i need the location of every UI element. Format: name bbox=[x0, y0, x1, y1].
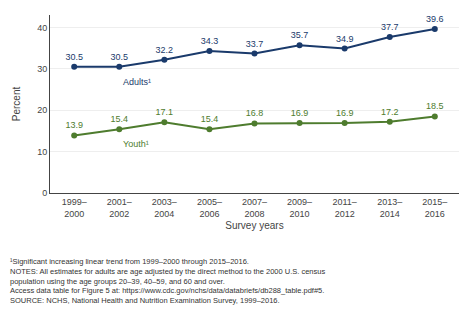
svg-text:Adults¹: Adults¹ bbox=[123, 77, 151, 87]
svg-text:40: 40 bbox=[37, 23, 47, 33]
svg-text:16.8: 16.8 bbox=[246, 108, 264, 118]
svg-text:16.9: 16.9 bbox=[336, 108, 354, 118]
svg-text:30.5: 30.5 bbox=[111, 52, 129, 62]
svg-text:20: 20 bbox=[37, 105, 47, 115]
svg-text:18.5: 18.5 bbox=[426, 101, 444, 111]
svg-text:Percent: Percent bbox=[11, 87, 22, 122]
svg-text:10: 10 bbox=[37, 147, 47, 157]
svg-text:Survey years: Survey years bbox=[225, 220, 283, 231]
svg-text:35.7: 35.7 bbox=[291, 30, 309, 40]
svg-text:32.2: 32.2 bbox=[156, 45, 174, 55]
svg-text:39.6: 39.6 bbox=[426, 14, 444, 24]
svg-text:1999–2000: 1999–2000 bbox=[62, 197, 87, 219]
svg-text:2003–2004: 2003–2004 bbox=[152, 197, 177, 219]
svg-text:30.5: 30.5 bbox=[65, 52, 83, 62]
svg-text:2015–2016: 2015–2016 bbox=[422, 197, 447, 219]
svg-text:13.9: 13.9 bbox=[65, 120, 83, 130]
svg-text:2011–2012: 2011–2012 bbox=[332, 197, 356, 219]
svg-text:2013–2014: 2013–2014 bbox=[377, 197, 402, 219]
svg-text:17.1: 17.1 bbox=[156, 107, 174, 117]
svg-text:34.3: 34.3 bbox=[201, 36, 219, 46]
svg-text:Youth¹: Youth¹ bbox=[123, 139, 149, 149]
svg-text:37.7: 37.7 bbox=[381, 22, 399, 32]
svg-text:2005–2006: 2005–2006 bbox=[197, 197, 222, 219]
svg-text:2007–2008: 2007–2008 bbox=[242, 197, 267, 219]
svg-text:34.9: 34.9 bbox=[336, 34, 354, 44]
svg-text:¹Significant increasing linear: ¹Significant increasing linear trend fro… bbox=[10, 257, 325, 305]
svg-text:30: 30 bbox=[37, 64, 47, 74]
svg-text:2009–2010: 2009–2010 bbox=[287, 197, 312, 219]
svg-text:16.9: 16.9 bbox=[291, 108, 309, 118]
svg-text:0: 0 bbox=[42, 188, 47, 198]
svg-text:2001–2002: 2001–2002 bbox=[107, 197, 132, 219]
svg-text:33.7: 33.7 bbox=[246, 39, 264, 49]
svg-text:15.4: 15.4 bbox=[201, 114, 219, 124]
svg-text:15.4: 15.4 bbox=[111, 114, 129, 124]
svg-text:17.2: 17.2 bbox=[381, 107, 399, 117]
